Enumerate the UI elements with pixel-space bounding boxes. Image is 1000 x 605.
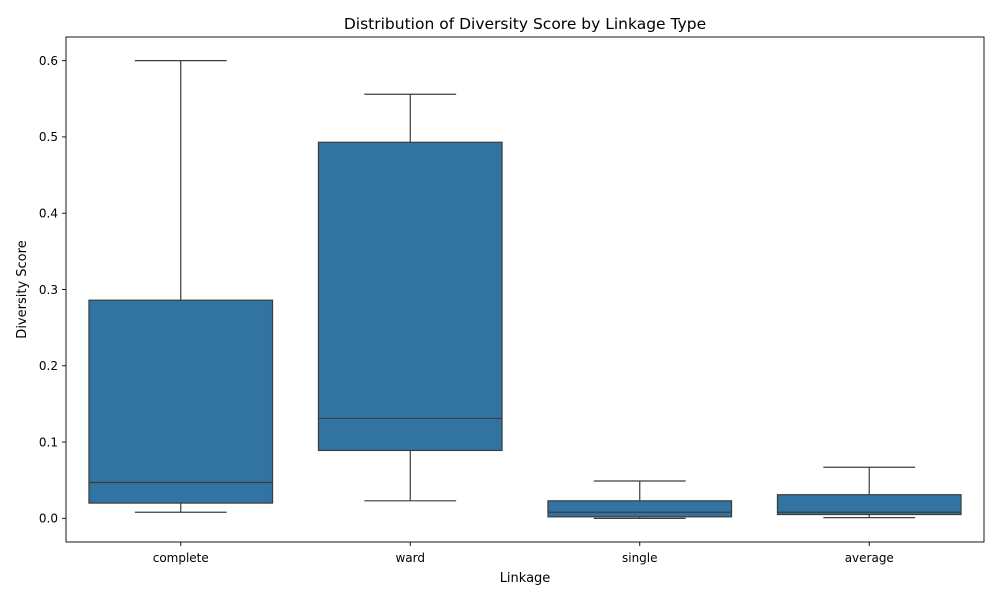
y-tick-label: 0.6 bbox=[39, 54, 58, 68]
chart-title: Distribution of Diversity Score by Linka… bbox=[344, 15, 706, 33]
y-axis-label: Diversity Score bbox=[15, 240, 30, 338]
box-complete bbox=[88, 60, 274, 513]
y-tick-label: 0.0 bbox=[39, 512, 58, 526]
iqr-box bbox=[317, 141, 503, 452]
y-tick-label: 0.4 bbox=[39, 207, 58, 221]
y-tick-label: 0.3 bbox=[39, 283, 58, 297]
x-tick-label: ward bbox=[395, 551, 425, 565]
y-tick-label: 0.1 bbox=[39, 435, 58, 449]
iqr-box bbox=[88, 299, 274, 504]
iqr-box bbox=[547, 500, 733, 518]
y-tick-label: 0.5 bbox=[39, 130, 58, 144]
x-axis: complete ward single average bbox=[153, 542, 894, 565]
box-average bbox=[776, 466, 962, 519]
x-tick-label: average bbox=[845, 551, 894, 565]
iqr-box bbox=[776, 494, 962, 516]
x-tick-label: complete bbox=[153, 551, 209, 565]
y-tick-label: 0.2 bbox=[39, 359, 58, 373]
x-axis-label: Linkage bbox=[500, 571, 551, 586]
box-ward bbox=[317, 93, 503, 502]
y-axis: 0.0 0.1 0.2 0.3 0.4 0.5 0.6 bbox=[39, 54, 66, 526]
x-tick-label: single bbox=[622, 551, 658, 565]
boxes-layer bbox=[88, 60, 962, 519]
box-single bbox=[547, 480, 733, 519]
